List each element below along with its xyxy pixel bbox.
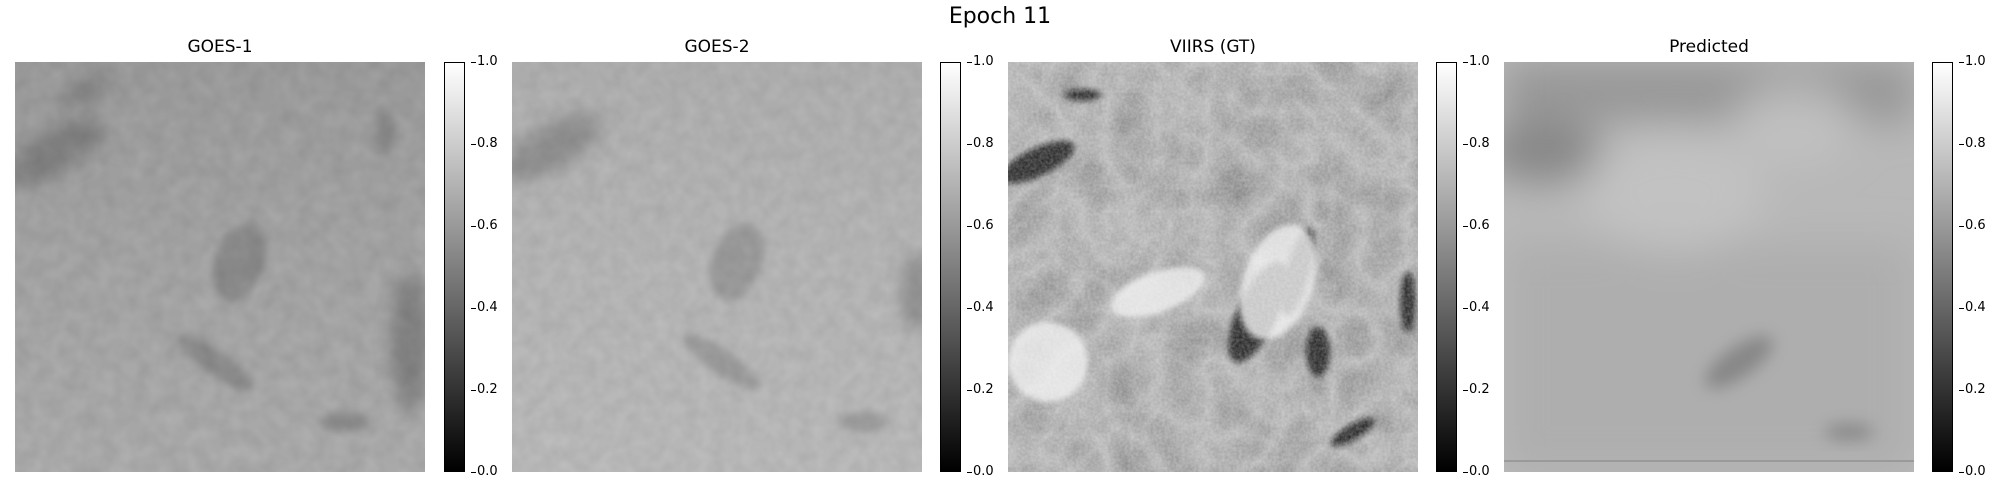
colorbar-tick: 0.4 bbox=[1463, 300, 1490, 315]
panel-title-goes1: GOES-1 bbox=[187, 37, 253, 57]
colorbar-tick: 0.8 bbox=[1959, 136, 1986, 151]
panel-title-viirs: VIIRS (GT) bbox=[1170, 37, 1256, 57]
image-goes1 bbox=[15, 62, 425, 472]
colorbar-tick: 0.6 bbox=[471, 218, 498, 233]
colorbar-tick: 1.0 bbox=[471, 54, 498, 69]
figure-title: Epoch 11 bbox=[948, 4, 1052, 29]
image-viirs-gt bbox=[1008, 62, 1418, 472]
panel-title-predicted: Predicted bbox=[1669, 37, 1749, 57]
colorbar-tick: 0.8 bbox=[967, 136, 994, 151]
colorbar-predicted bbox=[1932, 62, 1953, 472]
colorbar-tick: 1.0 bbox=[967, 54, 994, 69]
colorbar-tick: 0.2 bbox=[1959, 382, 1986, 397]
colorbar-tick: 0.4 bbox=[967, 300, 994, 315]
colorbar-viirs bbox=[1436, 62, 1457, 472]
colorbar-tick: 0.2 bbox=[1463, 382, 1490, 397]
colorbar-tick: 0.8 bbox=[471, 136, 498, 151]
colorbar-tick: 0.6 bbox=[1463, 218, 1490, 233]
colorbar-tick: 0.0 bbox=[1463, 464, 1490, 479]
panel-title-goes2: GOES-2 bbox=[684, 37, 750, 57]
colorbar-tick: 0.2 bbox=[967, 382, 994, 397]
colorbar-tick: 0.8 bbox=[1463, 136, 1490, 151]
colorbar-tick: 1.0 bbox=[1463, 54, 1490, 69]
colorbar-tick: 0.0 bbox=[967, 464, 994, 479]
colorbar-tick: 1.0 bbox=[1959, 54, 1986, 69]
colorbar-tick: 0.6 bbox=[967, 218, 994, 233]
colorbar-goes2 bbox=[940, 62, 961, 472]
colorbar-tick: 0.0 bbox=[1959, 464, 1986, 479]
colorbar-goes1 bbox=[444, 62, 465, 472]
colorbar-tick: 0.2 bbox=[471, 382, 498, 397]
image-predicted bbox=[1504, 62, 1914, 472]
colorbar-tick: 0.4 bbox=[471, 300, 498, 315]
image-goes2 bbox=[512, 62, 922, 472]
colorbar-tick: 0.6 bbox=[1959, 218, 1986, 233]
colorbar-tick: 0.0 bbox=[471, 464, 498, 479]
colorbar-tick: 0.4 bbox=[1959, 300, 1986, 315]
